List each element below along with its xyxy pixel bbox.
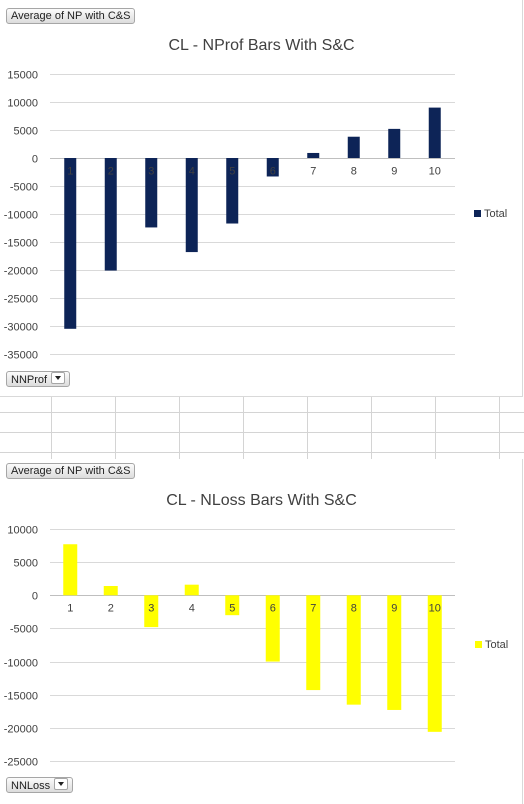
bar[interactable] [388,128,401,158]
x-tick-label: 8 [351,166,357,178]
y-tick-label: -15000 [4,691,38,703]
chart-title: CL - NLoss Bars With S&C [166,492,357,509]
legend-label: Total [484,208,507,220]
x-tick-label: 9 [391,166,397,178]
x-tick-label: 2 [108,603,114,615]
x-tick-label: 5 [229,603,235,615]
y-tick-label: 0 [32,154,38,166]
chart-title: CL - NProf Bars With S&C [168,37,355,54]
x-tick-label: 1 [67,166,73,178]
value-field-button[interactable]: Average of NP with C&S [6,463,136,479]
value-field-button[interactable]: Average of NP with C&S [6,8,136,24]
axis-field-label: NNLoss [11,780,51,792]
y-tick-label: 5000 [14,126,38,138]
y-tick-label: -10000 [4,658,38,670]
bar[interactable] [226,158,239,224]
x-tick-label: 4 [189,603,195,615]
bar[interactable] [185,158,198,253]
bar[interactable] [265,595,280,662]
bar[interactable] [184,584,199,596]
y-tick-label: -25000 [4,294,38,306]
bar[interactable] [347,136,360,158]
y-tick-label: -25000 [4,757,38,769]
axis-field-button[interactable]: NNProf [6,371,71,387]
x-tick-label: 6 [270,166,276,178]
legend-swatch [474,210,481,217]
axis-field-button[interactable]: NNLoss [6,777,74,793]
x-tick-label: 10 [429,603,441,615]
dropdown-arrow-icon[interactable] [54,778,69,790]
worksheet-grid [0,397,524,459]
y-tick-label: -20000 [4,724,38,736]
bar[interactable] [64,158,77,329]
y-tick-label: -20000 [4,266,38,278]
chart-nloss: Average of NP with C&S CL - NLoss Bars W… [0,459,523,804]
chart-nprof: Average of NP with C&S CL - NProf Bars W… [0,0,523,397]
x-tick-label: 2 [108,166,114,178]
x-tick-label: 9 [391,603,397,615]
bar[interactable] [144,595,159,628]
bar[interactable] [225,595,240,616]
y-tick-label: -5000 [10,624,38,636]
y-tick-label: -35000 [4,350,38,362]
x-tick-label: 5 [229,166,235,178]
value-field-label: Average of NP with C&S [11,465,131,477]
legend-swatch [475,641,482,648]
y-tick-label: -5000 [10,182,38,194]
y-tick-label: -30000 [4,322,38,334]
x-tick-label: 1 [67,603,73,615]
y-tick-label: 10000 [7,98,38,110]
y-tick-label: 10000 [7,525,38,537]
chart-plot-area: 15000 10000 5000 0 -5000 -10000 -15000 -20000 -2… [4,70,508,362]
bar[interactable] [266,158,279,177]
dropdown-arrow-icon[interactable] [51,372,66,384]
x-tick-label: 7 [310,603,316,615]
x-tick-label: 10 [429,166,441,178]
bar[interactable] [387,595,402,710]
bar[interactable] [63,544,78,596]
bar[interactable] [427,595,442,732]
axis-field-label: NNProf [11,374,48,386]
x-tick-label: 4 [189,166,195,178]
y-tick-label: 0 [32,591,38,603]
x-tick-label: 7 [310,166,316,178]
y-tick-label: 15000 [7,70,38,82]
bar[interactable] [145,158,158,228]
x-tick-label: 6 [270,603,276,615]
legend-label: Total [485,639,508,651]
x-tick-label: 3 [148,603,154,615]
y-tick-label: -10000 [4,210,38,222]
bar[interactable] [307,152,320,158]
bar[interactable] [346,595,361,705]
bar[interactable] [104,158,117,271]
bar[interactable] [103,586,118,596]
bar[interactable] [306,595,321,691]
x-tick-label: 8 [351,603,357,615]
y-tick-label: -15000 [4,238,38,250]
value-field-label: Average of NP with C&S [11,10,131,22]
y-tick-label: 5000 [14,558,38,570]
chart-plot-area: 10000 5000 0 -5000 -10000 -15000 -20000 -25000 1… [4,525,509,769]
bar[interactable] [428,107,441,158]
x-tick-label: 3 [148,166,154,178]
